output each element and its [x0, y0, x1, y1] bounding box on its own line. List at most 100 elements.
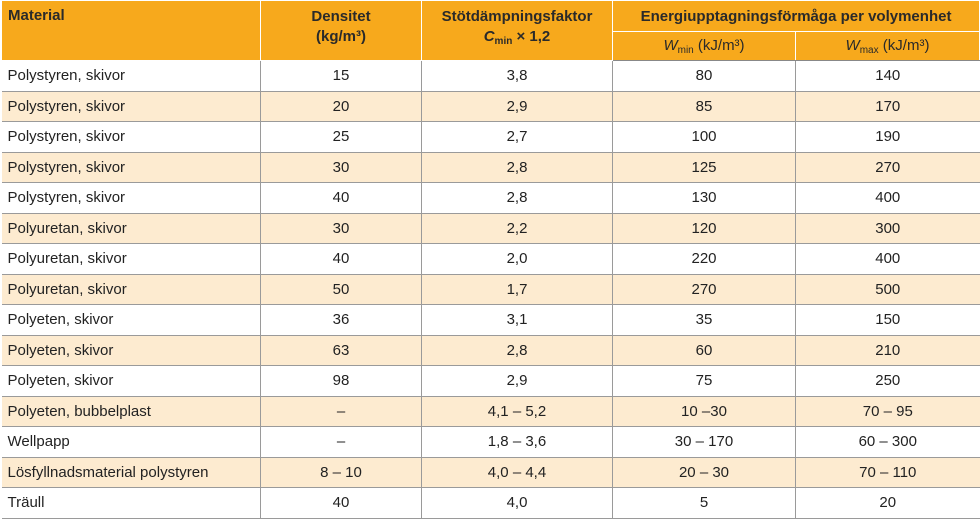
header-wmin-unit: (kJ/m³) [693, 36, 745, 54]
cell-stotdampning: 4,0 – 4,4 [421, 457, 613, 488]
table-row: Polystyren, skivor 30 2,8 125 270 [1, 152, 980, 183]
cell-stotdampning: 2,9 [421, 91, 613, 122]
header-densitet: Densitet (kg/m³) [260, 0, 422, 61]
cell-wmin: 80 [612, 60, 796, 92]
table-row: Träull 40 4,0 5 20 [1, 487, 980, 519]
table-row: Polyeten, skivor 98 2,9 75 250 [1, 365, 980, 397]
header-wmin: Wmin (kJ/m³) [612, 31, 796, 61]
table-row: Polyeten, skivor 36 3,1 35 150 [1, 304, 980, 336]
header-stotdampning-sub: min [494, 36, 513, 47]
header-wmin-var: W [663, 36, 678, 54]
cell-densitet: 40 [260, 243, 422, 275]
cell-stotdampning: 2,2 [421, 213, 613, 244]
cell-densitet: 25 [260, 121, 422, 153]
table-row: Polystyren, skivor 15 3,8 80 140 [1, 60, 980, 92]
cell-densitet: – [260, 426, 422, 458]
cell-material: Wellpapp [1, 426, 261, 458]
cell-wmin: 120 [612, 213, 796, 244]
header-energi: Energiupptagningsförmåga per volymenhet [611, 0, 980, 32]
cell-wmax: 500 [794, 274, 980, 305]
cell-densitet: 30 [260, 152, 422, 183]
table-row: Polyeten, bubbelplast –4,1 – 5,2 10 –30 70 … [1, 396, 980, 427]
table-row: Polyuretan, skivor 50 1,7 270 500 [1, 274, 980, 305]
cell-material: Polystyren, skivor [1, 152, 261, 183]
cell-wmin: 10 –30 [612, 396, 796, 427]
cell-stotdampning: 3,1 [421, 304, 613, 336]
table-row: Polyeten, skivor 63 2,8 60 210 [1, 335, 980, 366]
table-body: Polystyren, skivor 15 3,8 80 140 Polystyren,… [1, 60, 980, 519]
cell-densitet: 36 [260, 304, 422, 336]
cell-densitet: – [260, 396, 422, 427]
cell-wmax: 60 – 300 [794, 426, 980, 458]
header-stotdampning: Stötdämpningsfaktor Cmin × 1,2 [421, 0, 613, 61]
cell-wmax: 300 [794, 213, 980, 244]
cell-wmax: 140 [794, 60, 980, 92]
cell-material: Träull [1, 487, 261, 519]
cell-wmax: 210 [794, 335, 980, 366]
table-row: Polyuretan, skivor 30 2,2 120 300 [1, 213, 980, 244]
cell-stotdampning: 2,9 [421, 365, 613, 397]
cell-stotdampning: 2,8 [421, 335, 613, 366]
cell-wmin: 35 [612, 304, 796, 336]
cell-material: Polyeten, skivor [1, 304, 261, 336]
cell-densitet: 40 [260, 487, 422, 519]
cell-wmax: 150 [794, 304, 980, 336]
header-wmax: Wmax (kJ/m³) [794, 31, 980, 61]
cell-wmax: 170 [794, 91, 980, 122]
cell-densitet: 15 [260, 60, 422, 92]
cell-stotdampning: 4,1 – 5,2 [421, 396, 613, 427]
cell-material: Polyuretan, skivor [1, 243, 261, 275]
cell-material: Polystyren, skivor [1, 91, 261, 122]
cell-material: Polyeten, bubbelplast [1, 396, 261, 427]
header-wmax-var: W [845, 36, 860, 54]
cell-wmin: 75 [612, 365, 796, 397]
table-row: Polystyren, skivor 25 2,7 100 190 [1, 121, 980, 153]
cell-wmin: 60 [612, 335, 796, 366]
cell-wmax: 270 [794, 152, 980, 183]
cell-wmin: 85 [612, 91, 796, 122]
header-wmax-sub: max [859, 44, 879, 56]
cell-stotdampning: 1,8 – 3,6 [421, 426, 613, 458]
cell-densitet: 63 [260, 335, 422, 366]
cell-densitet: 30 [260, 213, 422, 244]
header-material: Material [1, 0, 261, 61]
cell-wmax: 70 – 110 [794, 457, 980, 488]
table-row: Polystyren, skivor 40 2,8 130 400 [1, 182, 980, 214]
header-stotdampning-suffix: × 1,2 [512, 28, 551, 45]
cell-wmin: 100 [612, 121, 796, 153]
header-stotdampning-label: Stötdämpningsfaktor [441, 8, 593, 25]
cell-material: Polyuretan, skivor [1, 274, 261, 305]
cell-stotdampning: 2,0 [421, 243, 613, 275]
header-wmin-sub: min [677, 44, 694, 56]
cell-densitet: 98 [260, 365, 422, 397]
header-wmax-unit: (kJ/m³) [878, 36, 930, 54]
cell-material: Polyuretan, skivor [1, 213, 261, 244]
cell-material: Polystyren, skivor [1, 60, 261, 92]
header-densitet-label: Densitet [311, 8, 371, 25]
cell-stotdampning: 2,8 [421, 182, 613, 214]
cell-material: Polyeten, skivor [1, 365, 261, 397]
cell-densitet: 40 [260, 182, 422, 214]
cell-material: Polystyren, skivor [1, 182, 261, 214]
table-row: Wellpapp –1,8 – 3,6 30 – 170 60 – 300 [1, 426, 980, 458]
header-densitet-unit: (kg/m³) [316, 28, 366, 45]
cell-wmin: 220 [612, 243, 796, 275]
cell-material: Lösfyllnadsmaterial polystyren [1, 457, 261, 488]
cell-wmax: 400 [794, 243, 980, 275]
cell-wmax: 400 [794, 182, 980, 214]
cell-wmin: 130 [612, 182, 796, 214]
cell-stotdampning: 2,8 [421, 152, 613, 183]
cell-stotdampning: 4,0 [421, 487, 613, 519]
table-row: Polyuretan, skivor 40 2,0 220 400 [1, 243, 980, 275]
cell-wmin: 270 [612, 274, 796, 305]
cell-stotdampning: 2,7 [421, 121, 613, 153]
cell-wmax: 250 [794, 365, 980, 397]
cell-wmin: 5 [612, 487, 796, 519]
cell-densitet: 50 [260, 274, 422, 305]
cell-stotdampning: 3,8 [421, 60, 613, 92]
cell-wmin: 30 – 170 [612, 426, 796, 458]
cell-densitet: 20 [260, 91, 422, 122]
header-stotdampning-var: C [483, 28, 495, 45]
cell-material: Polyeten, skivor [1, 335, 261, 366]
